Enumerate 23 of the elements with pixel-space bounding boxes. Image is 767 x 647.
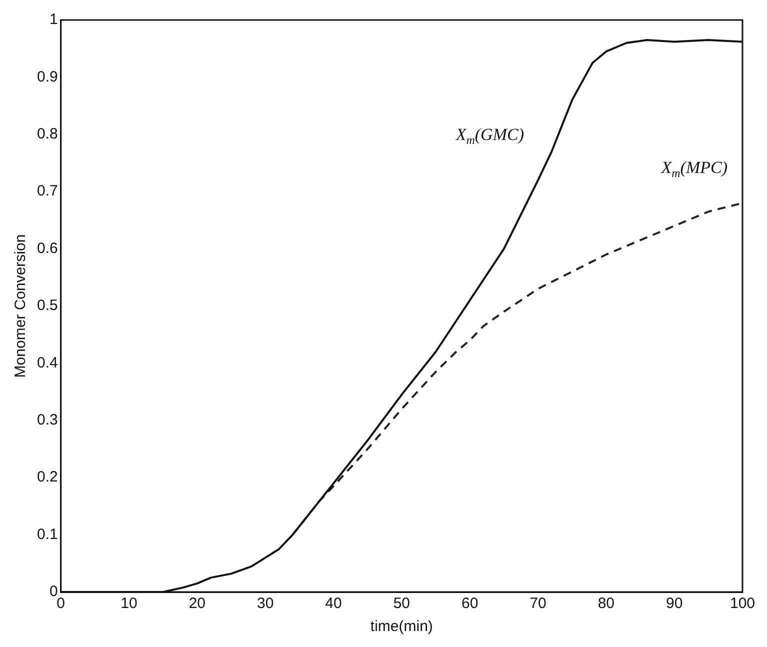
- x-tick-label: 70: [530, 595, 546, 612]
- x-tick-label: 90: [666, 595, 683, 612]
- y-tick-label: 0.9: [36, 68, 58, 86]
- x-tick-label: 60: [461, 595, 478, 612]
- x-tick-label: 100: [730, 595, 755, 612]
- x-tick-label: 10: [120, 595, 138, 612]
- y-tick-label: 0.7: [36, 182, 58, 200]
- y-tick-label: 0.5: [36, 297, 58, 314]
- y-tick-label: 0: [50, 583, 58, 600]
- y-tick-label: 0.8: [36, 126, 58, 143]
- y-tick-label: 0.4: [36, 354, 58, 372]
- y-tick-label: 0.6: [36, 240, 58, 257]
- y-tick-label: 0.1: [36, 526, 58, 543]
- x-tick-label: 80: [598, 595, 615, 612]
- y-tick-label: 0.3: [36, 412, 58, 429]
- x-axis-title: time(min): [370, 618, 433, 636]
- y-axis-title: Monomer Conversion: [12, 234, 30, 378]
- y-tick-label: 1: [50, 11, 58, 28]
- x-tick-label: 20: [188, 595, 206, 612]
- x-tick-label: 50: [393, 595, 410, 612]
- x-tick-label: 40: [325, 595, 342, 612]
- y-tick-label: 0.2: [36, 468, 58, 486]
- x-tick-label: 30: [257, 595, 274, 612]
